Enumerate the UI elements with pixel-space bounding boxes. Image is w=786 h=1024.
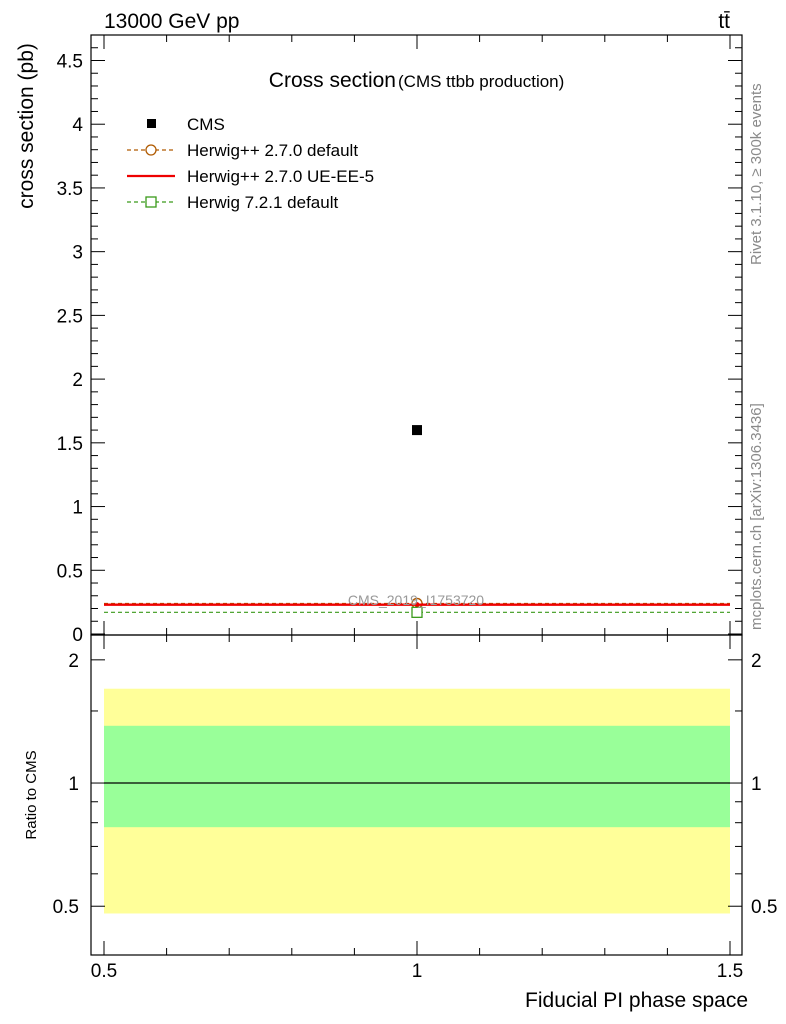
main-plot-title: Cross section xyxy=(269,69,396,92)
main-series xyxy=(104,425,730,618)
main-y-tick-label: 0 xyxy=(72,625,83,646)
x-tick-label: 0.5 xyxy=(91,961,117,982)
ratio-y-tick-label-right: 0.5 xyxy=(751,897,777,918)
process-label: tt̄ xyxy=(718,10,730,33)
x-axis-label: Fiducial PI phase space xyxy=(525,989,748,1012)
legend-entry-herwig-7-2-1-default: Herwig 7.2.1 default xyxy=(127,193,338,212)
ratio-bands xyxy=(104,688,730,914)
main-y-tick-label: 2.5 xyxy=(57,306,83,327)
x-tick-label: 1 xyxy=(412,961,423,982)
legend-marker-cms xyxy=(147,119,156,128)
main-y-tick-label: 2 xyxy=(72,370,83,391)
main-panel: Cross section (CMS ttbb production) cros… xyxy=(15,34,743,646)
energy-label: 13000 GeV pp xyxy=(104,10,239,33)
main-y-tick-label: 4 xyxy=(72,115,83,136)
legend-label-cms: CMS xyxy=(187,115,225,134)
ratio-y-tick-label-left: 2 xyxy=(68,651,79,672)
main-y-tick-label: 1 xyxy=(72,498,83,519)
ratio-y-axis-label: Ratio to CMS xyxy=(23,750,40,839)
ratio-band-stat-uncertainty xyxy=(104,725,730,828)
ratio-panel: 0.5 0.5 1 1 2 2 0.5 1 1.5 Ratio to CMS Fiducial … xyxy=(23,634,777,1012)
legend-label-herwig-7-2-1-default: Herwig 7.2.1 default xyxy=(187,193,338,212)
main-plot-subtitle: (CMS ttbb production) xyxy=(398,72,564,91)
ratio-frame xyxy=(90,634,743,956)
ratio-y-tick-label-left: 1 xyxy=(68,774,79,795)
legend-entry-herwig-2-7-0-default: Herwig++ 2.7.0 default xyxy=(127,141,358,160)
series-marker-herwig-7-2-1-default xyxy=(411,606,423,618)
series-marker-herwig-2-7-0-ue-ee-5 xyxy=(414,602,420,608)
main-y-tick-label: 3.5 xyxy=(57,179,83,200)
legend: CMS Herwig++ 2.7.0 default Herwig++ 2.7.… xyxy=(127,115,374,212)
main-ticks: 0 0.5 1 1.5 2 2.5 3 3.5 4 4.5 xyxy=(57,34,742,646)
legend-marker-herwig-2-7-0-default xyxy=(145,144,157,156)
ratio-y-tick-label-right: 1 xyxy=(751,774,762,795)
data-point-cms xyxy=(412,425,422,436)
legend-label-herwig-2-7-0-ue-ee-5: Herwig++ 2.7.0 UE-EE-5 xyxy=(187,167,374,186)
ratio-ticks: 0.5 0.5 1 1 2 2 0.5 1 1.5 xyxy=(53,635,777,982)
legend-entry-cms: CMS xyxy=(147,115,225,134)
main-y-axis-label: cross section (pb) xyxy=(15,43,38,209)
rivet-version-label: Rivet 3.1.10, ≥ 300k events xyxy=(748,83,765,265)
main-y-tick-label: 0.5 xyxy=(57,561,83,582)
main-y-tick-label: 3 xyxy=(72,243,83,264)
legend-marker-herwig-7-2-1-default xyxy=(145,196,157,208)
ratio-y-tick-label-right: 2 xyxy=(751,651,762,672)
main-y-tick-label: 4.5 xyxy=(57,51,83,72)
ratio-y-tick-label-left: 0.5 xyxy=(53,897,79,918)
legend-label-herwig-2-7-0-default: Herwig++ 2.7.0 default xyxy=(187,141,358,160)
legend-entry-herwig-2-7-0-ue-ee-5: Herwig++ 2.7.0 UE-EE-5 xyxy=(127,167,374,186)
x-tick-label: 1.5 xyxy=(717,961,743,982)
mcplots-reference-label: mcplots.cern.ch [arXiv:1306.3436] xyxy=(748,403,765,630)
main-y-tick-label: 1.5 xyxy=(57,434,83,455)
analysis-watermark: CMS_2019_I1753720 xyxy=(348,592,484,608)
